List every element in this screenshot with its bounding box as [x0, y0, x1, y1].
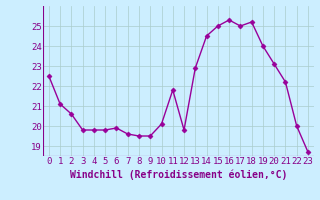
X-axis label: Windchill (Refroidissement éolien,°C): Windchill (Refroidissement éolien,°C) [70, 169, 287, 180]
